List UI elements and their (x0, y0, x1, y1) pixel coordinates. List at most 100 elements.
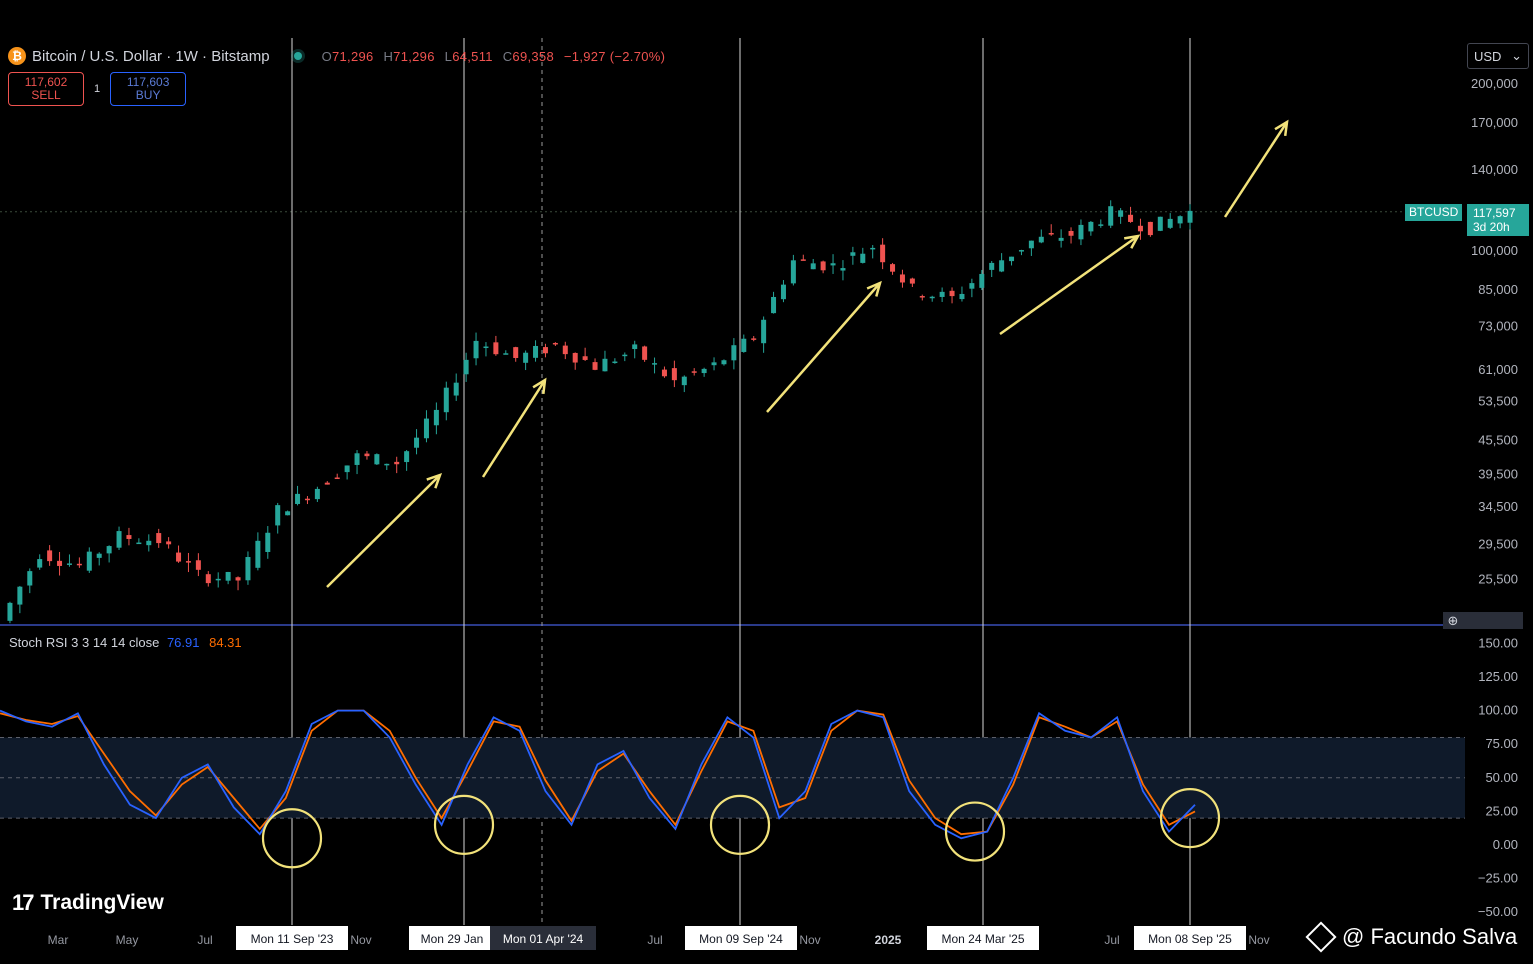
time-tick-label: Jul (1104, 933, 1119, 947)
tradingview-icon: 17 (12, 890, 35, 915)
time-tick-label: Mar (48, 933, 69, 947)
candle-body (533, 345, 539, 358)
high-value: 71,296 (393, 48, 435, 64)
candle-body (661, 369, 667, 377)
candle-body (304, 498, 310, 501)
candle-body (76, 563, 82, 566)
indicator-legend[interactable]: Stoch RSI 3 3 14 14 close 76.91 84.31 (9, 635, 242, 650)
stoch-tick-label: −50.00 (1478, 904, 1518, 919)
buy-label: BUY (135, 88, 161, 102)
candle-body (176, 552, 182, 562)
candle-body (1028, 240, 1034, 249)
candle-body (66, 563, 72, 565)
candle-body (632, 344, 638, 350)
symbol-header: ₿ Bitcoin / U.S. Dollar · 1W · Bitstamp … (8, 45, 671, 67)
stoch-tick-label: 125.00 (1478, 669, 1518, 684)
candle-body (17, 586, 23, 605)
candle-body (622, 354, 628, 357)
add-alert-icon[interactable]: ⊕ (1448, 614, 1459, 629)
symbol-title[interactable]: Bitcoin / U.S. Dollar · 1W · Bitstamp (32, 47, 270, 65)
candle-body (1167, 218, 1173, 228)
date-label: Mon 11 Sep '23 (251, 932, 334, 946)
oversold-markers (261, 788, 1221, 869)
low-value: 64,511 (452, 48, 493, 64)
candle-body (493, 342, 499, 355)
candle-body (711, 362, 717, 366)
candle-body (681, 376, 687, 386)
price-tick-label: 140,000 (1471, 162, 1518, 177)
price-tick-label: 29,500 (1478, 537, 1518, 552)
candle-body (1009, 256, 1015, 262)
oversold-circle (944, 801, 1006, 862)
candle-body (225, 571, 231, 581)
candle-body (929, 296, 935, 299)
candle-body (969, 283, 975, 289)
sell-button[interactable]: 117,602 SELL (8, 72, 84, 106)
oversold-circle (433, 794, 495, 855)
candle-body (185, 561, 191, 563)
time-tick-label: 2025 (875, 933, 902, 947)
order-quantity[interactable]: 1 (94, 83, 101, 95)
candle-body (731, 345, 737, 361)
candle-body (671, 368, 677, 381)
candle-body (741, 338, 747, 352)
candle-body (870, 247, 876, 250)
candle-body (860, 253, 866, 263)
brand-name: TradingView (40, 891, 164, 914)
buy-price: 117,603 (126, 75, 170, 89)
candle-body (919, 296, 925, 298)
candle-body (751, 338, 757, 340)
candle-body (959, 293, 965, 300)
candle-body (582, 356, 588, 360)
trade-panel: 117,602 SELL 1 117,603 BUY (8, 72, 187, 106)
candle-body (939, 291, 945, 297)
ticker-tag: BTCUSD (1405, 204, 1463, 221)
price-tick-label: 61,000 (1478, 362, 1518, 377)
candle-body (57, 560, 63, 566)
candle-body (1137, 225, 1143, 232)
last-price: 117,597 (1473, 206, 1516, 220)
candle-body (691, 371, 697, 373)
candle-body (562, 345, 568, 355)
candle-body (999, 260, 1005, 272)
candle-body (255, 540, 261, 568)
candle-body (205, 574, 211, 584)
price-scale[interactable] (1465, 38, 1533, 964)
date-label: Mon 08 Sep '25 (1148, 932, 1232, 946)
trend-arrow-head (1123, 234, 1141, 249)
candle-body (1038, 236, 1044, 243)
candle-body (523, 352, 529, 363)
candle-body (850, 252, 856, 256)
candlestick-series (7, 200, 1193, 624)
price-tick-label: 34,500 (1478, 499, 1518, 514)
price-tick-label: 170,000 (1471, 115, 1518, 130)
stoch-tick-label: 100.00 (1478, 703, 1518, 718)
candle-body (453, 382, 459, 396)
candle-body (1048, 233, 1054, 235)
author-watermark: @ Facundo Salva (1305, 921, 1518, 953)
oversold-circle (1159, 788, 1221, 849)
trend-arrow-line (999, 234, 1139, 336)
buy-button[interactable]: 117,603 BUY (110, 72, 187, 106)
candle-body (1118, 210, 1124, 217)
currency-select[interactable]: USD ⌄ (1467, 43, 1529, 69)
candle-body (235, 577, 241, 581)
time-tick-label: May (116, 933, 139, 947)
date-label: Mon 24 Mar '25 (942, 932, 1025, 946)
candle-body (1157, 216, 1163, 231)
price-tick-label: 200,000 (1471, 76, 1518, 91)
candle-body (552, 342, 558, 345)
candle-body (275, 505, 281, 526)
time-tick-label: Jul (647, 933, 662, 947)
price-tick-label: 53,500 (1478, 393, 1518, 408)
candle-body (1098, 224, 1104, 226)
author-name: @ Facundo Salva (1342, 924, 1518, 949)
candle-body (542, 347, 548, 354)
candle-body (612, 361, 618, 364)
trend-arrow-line (481, 379, 547, 478)
date-label-box (236, 926, 348, 950)
candle-body (1058, 237, 1064, 241)
candle-body (106, 546, 112, 554)
candle-body (800, 259, 806, 261)
